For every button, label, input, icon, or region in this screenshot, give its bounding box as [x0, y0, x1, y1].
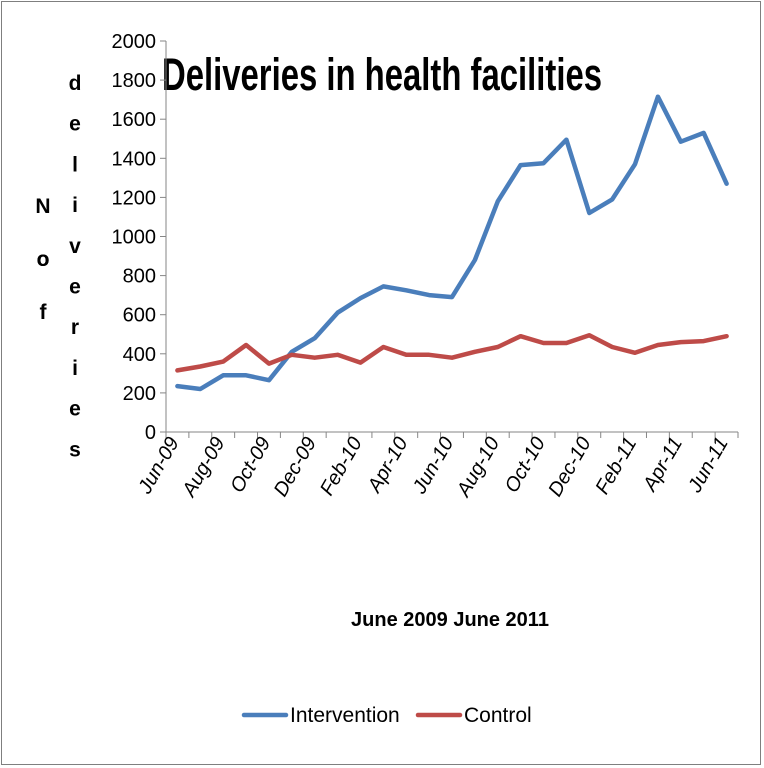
y-axis-label-letter: i [72, 194, 78, 217]
x-tick-label: Apr-10 [363, 434, 412, 498]
y-tick-label: 800 [123, 266, 156, 288]
y-tick-label: 1400 [112, 148, 157, 170]
x-tick-label: Jun-09 [134, 434, 184, 499]
y-tick-label: 1200 [112, 187, 157, 209]
legend-label: Control [464, 704, 532, 727]
legend-label: Intervention [290, 704, 400, 727]
y-axis-label-letter: v [69, 235, 81, 258]
y-axis: 0 200 400 600 800 1000 1200 1400 1600 1800 2000 [112, 31, 167, 444]
y-tick-label: 200 [123, 383, 156, 405]
x-tick-label: Jun-10 [408, 434, 458, 499]
x-tick-label: Dec-09 [270, 434, 321, 501]
x-axis: Jun-09Aug-09Oct-09Dec-09Feb-10Apr-10Jun-… [134, 431, 739, 502]
x-tick-label: Feb-11 [591, 434, 641, 499]
y-tick-label: 400 [123, 344, 156, 366]
y-axis-label-letter: f [40, 301, 48, 324]
y-tick-label: 0 [145, 422, 156, 444]
y-axis-label-letter: o [37, 248, 50, 271]
legend: Intervention Control [241, 704, 532, 727]
series-lines [175, 94, 729, 392]
y-tick-label: 1600 [112, 109, 157, 131]
y-axis-label-letter: N [35, 195, 50, 218]
y-axis-label-letter: o [37, 248, 50, 271]
x-tick-label: Oct-10 [501, 434, 550, 497]
y-tick-label: 600 [123, 305, 156, 327]
y-tick-label: 1000 [112, 227, 157, 249]
y-axis-label-letter: s [69, 438, 81, 461]
chart-title: Deliveries in health facilities [162, 49, 602, 100]
series-line-intervention [175, 94, 729, 392]
x-tick-label: Feb-10 [316, 434, 367, 500]
y-axis-label-letter: e [69, 113, 81, 136]
y-axis-label-letter: e [69, 276, 81, 299]
legend-item-control: Control [415, 704, 532, 727]
legend-item-intervention: Intervention [241, 704, 400, 727]
y-axis-label-letter: r [71, 316, 79, 339]
x-tick-label: Oct-09 [226, 434, 275, 497]
x-tick-label: Dec-10 [544, 434, 595, 501]
x-tick-label: Apr-11 [638, 434, 687, 496]
y-axis-label-letter: d [69, 72, 82, 95]
series-line-control [175, 332, 729, 373]
x-tick-label: Aug-09 [178, 434, 230, 502]
x-axis-label: June 2009 June 2011 [351, 609, 549, 631]
x-tick-label: Aug-10 [452, 434, 504, 502]
x-tick-label: Jun-11 [684, 434, 733, 498]
y-axis-label-letter: i [72, 357, 78, 380]
y-axis-label-letter: l [72, 153, 78, 176]
y-axis-label-letter: e [69, 398, 81, 421]
y-tick-label: 1800 [112, 70, 157, 92]
y-tick-label: 2000 [112, 31, 157, 53]
